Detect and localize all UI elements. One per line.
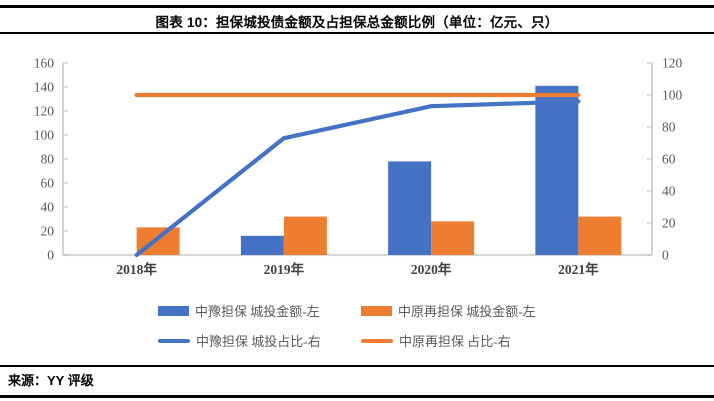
legend-bar-swatch-orange [361, 305, 392, 316]
bottom-border-line [0, 395, 714, 398]
line-blue [134, 99, 581, 258]
left-axis-tick-label: 120 [34, 104, 55, 119]
legend-label: 中原再担保 城投金额-左 [398, 304, 536, 319]
right-axis-tick-label: 80 [662, 120, 676, 135]
x-axis-category-label: 2019年 [264, 261, 305, 277]
legend-item-zhongyuanzai-amount: 中原再担保 城投金额-左 [361, 301, 536, 320]
right-axis-tick-label: 40 [662, 184, 676, 199]
legend-line-swatch-orange [361, 338, 393, 343]
source-text: 来源：YY 评级 [8, 373, 94, 388]
chart-legend: 中豫担保 城投金额-左 中原再担保 城投金额-左 中豫担保 城投占比-右 中原再… [158, 301, 536, 350]
left-axis-tick-label: 100 [34, 128, 55, 143]
left-axis-tick-label: 60 [41, 176, 55, 191]
title-underline [0, 32, 714, 34]
right-axis-tick-label: 60 [662, 152, 676, 167]
right-axis-tick-label: 20 [662, 216, 676, 231]
legend-line-swatch-blue [158, 338, 190, 343]
top-border-line [0, 5, 714, 8]
bar-blue-2019年 [240, 235, 284, 255]
legend-label: 中原再担保 占比-右 [399, 334, 511, 349]
legend-bar-swatch-blue [158, 305, 189, 316]
legend-item-zhongyuanzai-ratio: 中原再担保 占比-右 [361, 331, 536, 350]
bar-orange-2020年 [431, 221, 475, 255]
x-axis-category-label: 2021年 [558, 261, 599, 277]
legend-item-zhongyu-amount: 中豫担保 城投金额-左 [158, 301, 361, 320]
left-axis-tick-label: 0 [47, 248, 54, 263]
right-axis-tick-label: 100 [662, 88, 683, 103]
x-axis-category-label: 2018年 [116, 261, 157, 277]
left-axis-tick-label: 160 [34, 56, 55, 71]
left-axis-tick-label: 20 [41, 224, 55, 239]
bar-blue-2020年 [388, 161, 432, 255]
right-axis-tick-label: 120 [662, 56, 683, 71]
legend-label: 中豫担保 城投占比-右 [196, 334, 321, 349]
right-axis-tick-label: 0 [662, 248, 669, 263]
bar-blue-2021年 [535, 85, 579, 255]
legend-item-zhongyu-ratio: 中豫担保 城投占比-右 [158, 331, 361, 350]
legend-label: 中豫担保 城投金额-左 [195, 304, 320, 319]
left-axis-tick-label: 140 [34, 80, 55, 95]
footer-top-line [0, 365, 714, 367]
chart-canvas: 0 20 40 60 80 100 120 140 160 0 20 40 60 80 100 120 2018… [34, 56, 683, 278]
figure-title: 图表 10：担保城投债金额及占担保总金额比例（单位：亿元、只） [155, 15, 559, 30]
left-axis-tick-label: 40 [41, 200, 55, 215]
left-axis-tick-label: 80 [41, 152, 55, 167]
bar-orange-2019年 [283, 216, 327, 255]
x-axis-category-label: 2020年 [411, 261, 452, 277]
bar-orange-2021年 [578, 216, 622, 255]
